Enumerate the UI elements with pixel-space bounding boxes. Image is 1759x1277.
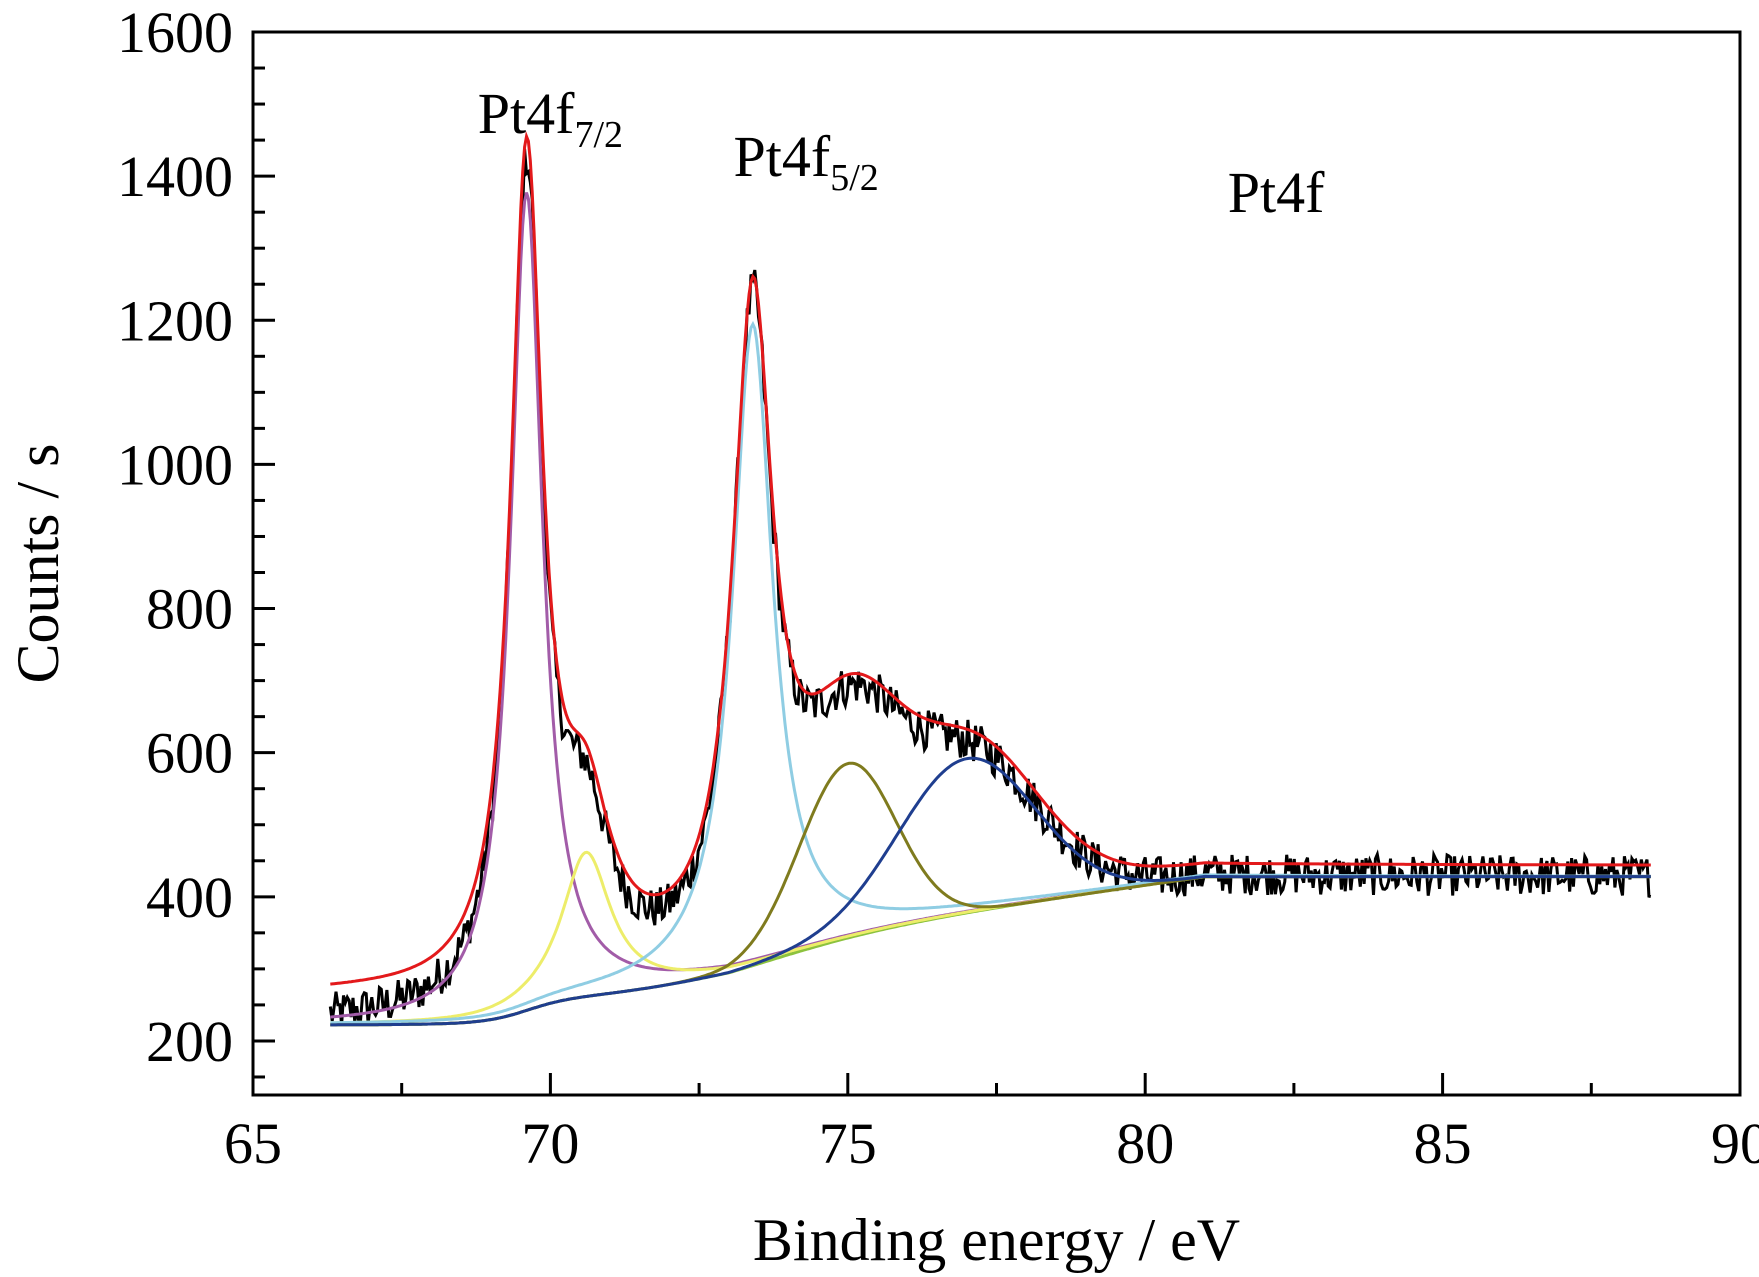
envelope-line (330, 130, 1651, 986)
fit-component-line (330, 320, 1651, 1025)
y-tick-label: 1600 (117, 0, 233, 65)
x-tick-label: 75 (819, 1111, 877, 1176)
peak-label: Pt4f7/2 (478, 81, 623, 156)
x-axis-title: Binding energy / eV (753, 1207, 1240, 1273)
y-tick-label: 200 (146, 1009, 233, 1074)
plot-frame (251, 30, 1742, 1097)
x-tick-label: 85 (1414, 1111, 1472, 1176)
y-axis-title: Counts / s (5, 443, 71, 683)
peak-label-base: Pt4f (478, 81, 575, 146)
x-tick-label: 80 (1116, 1111, 1174, 1176)
x-tick-label: 70 (521, 1111, 579, 1176)
y-tick-label: 1000 (117, 432, 233, 497)
x-tick-label: 90 (1711, 1111, 1759, 1176)
plot-content (328, 130, 1652, 1027)
peak-label-subscript: 5/2 (830, 157, 879, 199)
y-tick-label: 1200 (117, 288, 233, 353)
x-tick-label: 65 (224, 1111, 282, 1176)
fit-component-line (330, 756, 1651, 1027)
peak-label: Pt4f (1228, 160, 1325, 225)
y-tick-label: 1400 (117, 144, 233, 209)
peak-label: Pt4f5/2 (734, 124, 879, 199)
raw-data-line (328, 148, 1652, 1026)
y-tick-label: 600 (146, 721, 233, 786)
axes: 65 70 75 80 85 90 200 400 600 800 1000 1200 1400 1600 (117, 0, 1759, 1176)
peak-label-subscript: 7/2 (574, 114, 623, 156)
annotations: Pt4f7/2 Pt4f5/2 Pt4f (478, 81, 1325, 225)
peak-label-base: Pt4f (734, 124, 831, 189)
peak-label-base: Pt4f (1228, 160, 1325, 225)
y-tick-label: 400 (146, 865, 233, 930)
y-tick-label: 800 (146, 577, 233, 642)
